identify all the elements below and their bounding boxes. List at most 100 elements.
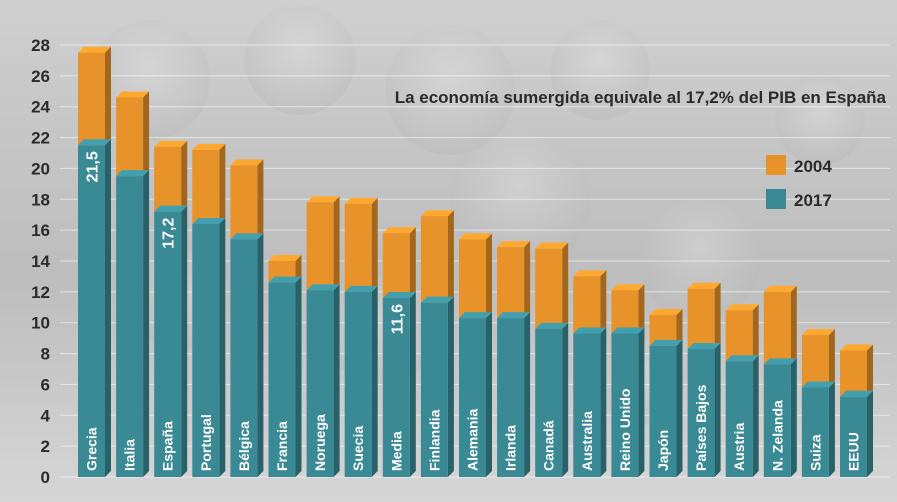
bar-2017-bélgica-side [257,233,264,477]
category-label: Grecia [84,427,100,471]
bar-2017-finlandia-top [420,296,454,303]
bar-2017-eeuu-side [867,390,873,477]
y-tick-label: 28 [31,36,50,55]
bar-2004-francia [268,255,302,283]
bar-2004-reino-unido-top [611,284,645,291]
bar-2017-irlanda-top [497,312,531,319]
bar-2004-austria-top [725,304,759,311]
bar-2017-italia-top [116,170,150,177]
bar-2004-n-zelanda-side [790,285,797,365]
bar-2004-suecia-top [344,197,378,204]
bar-2004-australia-side [600,270,607,334]
data-label: 11,6 [389,304,406,334]
bar-2004-bélgica-side [257,159,264,240]
bar-2004-españa-front [154,146,182,212]
bar-2017-media-top [382,292,416,299]
bar-2004-bélgica-front [230,165,258,240]
bar-2017-reino-unido [611,327,645,477]
bar-2004-italia-front [116,97,144,177]
bar-2004-irlanda-side [524,241,531,319]
bar-2004-finlandia-front [420,216,448,303]
bar-2017-alemania [459,312,492,477]
bar-2004-media-top [382,227,416,234]
bar-2017-portugal-top [192,217,226,224]
bar-2017-suecia-top [344,285,378,292]
bar-2004-n-zelanda-top [763,285,797,292]
bar-2017-bélgica-top [230,233,264,240]
bar-2017-españa-top [154,205,188,212]
bar-2017-suiza [801,381,835,477]
bar-2017-alemania-top [459,312,492,319]
bar-2017-canadá-front [535,328,563,477]
bar-2004-australia-front [573,276,601,334]
bar-2004-bélgica-top [230,159,264,166]
bar-2004-reino-unido-front [611,290,639,334]
bar-2017-suiza-front [801,387,829,477]
bar-2017-canadá-side [562,322,569,477]
bar-2004-irlanda-front [497,247,525,319]
bar-2004-portugal-front [192,149,220,224]
bar-2004-alemania [459,233,492,319]
bar-2017-portugal-front [192,223,220,477]
bar-2017-canadá [535,322,569,477]
bar-2017-alemania-side [486,312,492,477]
bar-2004-reino-unido-side [638,284,645,334]
bar-2004-portugal-top [192,143,226,150]
bar-2004-portugal-side [219,143,226,224]
bar-2004-austria-front [725,310,753,362]
bar-2017-eeuu-top [840,390,873,397]
category-label: EEUU [846,432,862,471]
bar-2017-españa-side [181,205,188,477]
bar-2004-suiza [801,329,835,388]
category-label: Suiza [807,434,823,471]
bar-2004-eeuu-side [867,344,873,397]
y-tick-label: 4 [41,406,51,425]
data-label: 17,2 [161,218,178,249]
bar-2017-japón-front [649,345,677,477]
bar-2004-media-side [409,227,416,299]
bar-2004-francia-side [295,255,302,283]
category-label: Irlanda [503,425,519,471]
bar-2004-austria [725,304,759,362]
category-label: Italia [122,439,138,471]
category-label: Austria [731,423,747,471]
bar-2004-eeuu-top [840,344,873,351]
bar-2004-eeuu [840,344,873,397]
y-tick-label: 14 [31,252,50,271]
bar-2004-bélgica [230,159,264,240]
bar-2017-canadá-top [535,322,569,329]
bar-2017-países-bajos-top [687,342,721,349]
category-label: Media [388,431,404,471]
bar-2017-grecia-top [78,139,111,146]
bar-2004-japón-side [676,309,683,346]
category-label: España [160,421,176,471]
bar-2017-irlanda-side [524,312,531,477]
bar-2004-irlanda-top [497,241,531,248]
bar-2017-bélgica-front [230,239,258,477]
bar-2004-canadá-front [535,248,563,329]
bar-2017-francia-front [268,282,296,477]
bar-2004-alemania-side [486,233,492,319]
category-label: Noruega [312,414,328,471]
bar-2004-suiza-front [801,335,829,388]
data-label: 21,5 [85,151,102,182]
bar-2017-media-front [382,298,410,477]
bar-2004-australia [573,270,607,334]
bar-2017-media-side [409,292,416,477]
bar-2017-irlanda-front [497,318,525,477]
bar-2004-alemania-front [459,239,486,319]
category-label: Países Bajos [693,384,709,471]
legend-label-2004: 2004 [794,157,832,176]
bar-2017-n-zelanda-side [790,358,797,477]
category-label: Reino Unido [617,389,633,471]
bar-2017-japón-top [649,339,683,346]
y-tick-label: 24 [31,98,50,117]
y-tick-label: 18 [31,190,50,209]
bar-2017-n-zelanda-front [763,364,791,477]
bar-2017-australia-front [573,333,601,477]
category-label: Alemania [465,409,481,471]
bar-2017-australia-side [600,327,607,477]
y-tick-label: 6 [41,375,50,394]
